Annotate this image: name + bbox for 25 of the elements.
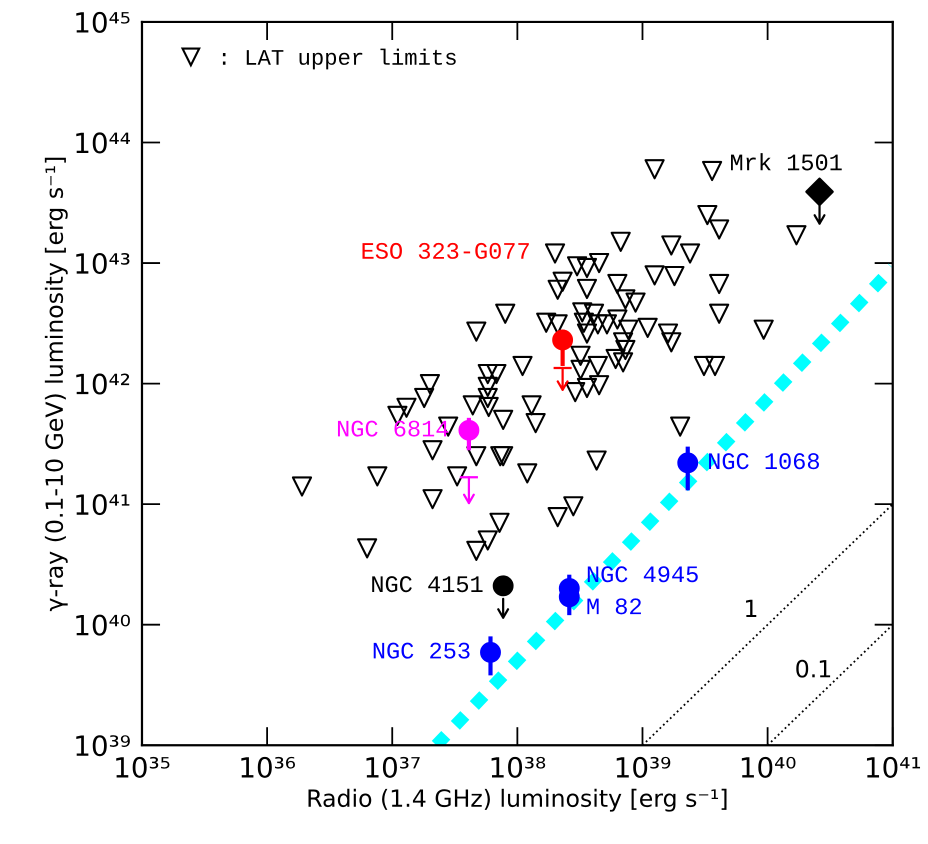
y-axis-title: γ-ray (0.1-10 GeV) luminosity [erg s⁻¹] <box>44 158 68 612</box>
x-tick-label: 10³⁸ <box>492 756 546 778</box>
x-tick-label: 10³⁵ <box>116 756 170 778</box>
series-label: NGC 4151 <box>372 576 483 592</box>
y-tick-label: 10⁴² <box>76 374 130 395</box>
legend-label: : LAT upper limits <box>222 48 456 70</box>
series-label: 1 <box>746 600 756 618</box>
text: ESO 323-G077 <box>362 242 529 259</box>
x-tick-label: 10⁴⁰ <box>742 756 796 778</box>
series-label: Mrk 1501 <box>731 153 842 170</box>
x-tick-label: 10³⁶ <box>241 756 296 778</box>
y-tick-label: 10⁴⁰ <box>76 614 130 636</box>
series-label: M 82 <box>587 598 641 614</box>
series-label: NGC 4945 <box>588 566 698 582</box>
y-tick-label: 10⁴³ <box>76 252 130 274</box>
y-tick-label: 10⁴¹ <box>76 494 130 516</box>
y-tick-label: 10⁴⁵ <box>76 12 130 33</box>
series-label: NGC 253 <box>374 642 470 659</box>
x-tick-label: 10³⁹ <box>616 756 670 778</box>
y-tick-label: 10³⁹ <box>76 735 130 756</box>
x-tick-label: 10⁴¹ <box>866 756 920 778</box>
series-label: 0.1 <box>796 660 830 678</box>
x-tick-label: 10³⁷ <box>366 756 420 778</box>
x-axis-title: Radio (1.4 GHz) luminosity [erg s⁻¹] <box>308 788 726 812</box>
y-tick-label: 10⁴⁴ <box>76 132 130 154</box>
